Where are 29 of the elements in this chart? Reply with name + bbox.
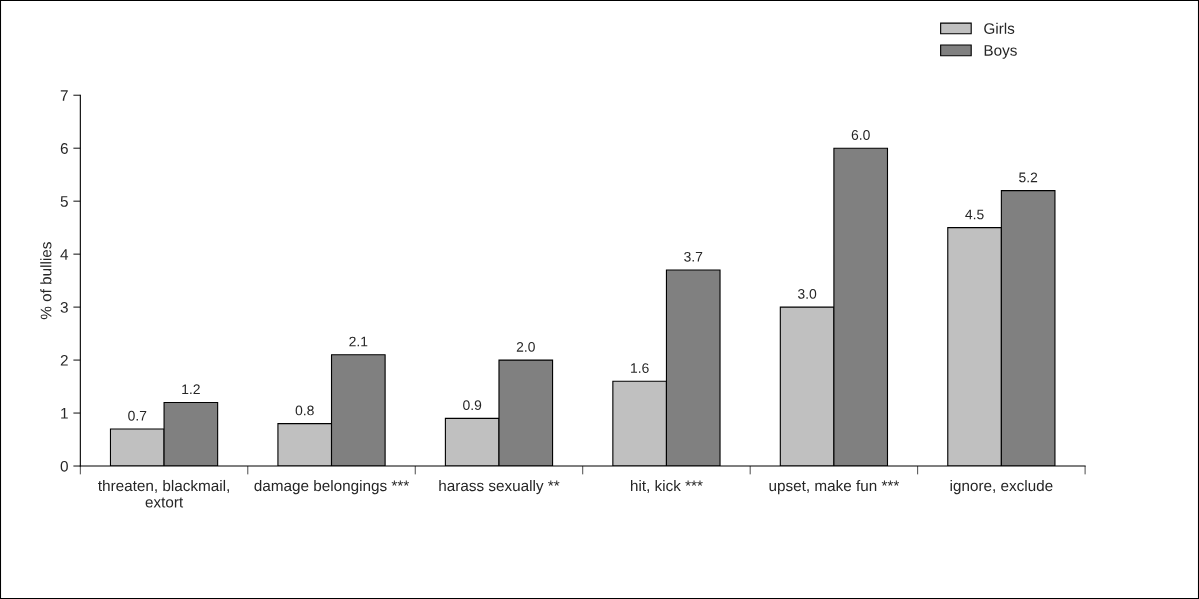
x-tick-label: upset, make fun ***	[769, 479, 900, 495]
legend-label: Girls	[984, 22, 1015, 34]
data-label: 1.2	[182, 384, 200, 395]
y-tick-label: 2	[60, 354, 68, 366]
x-tick-label: threaten, blackmail, extort	[98, 479, 229, 508]
y-tick-label: 5	[60, 196, 68, 207]
data-label: 2.1	[349, 336, 368, 347]
data-label: 1.6	[631, 363, 649, 373]
x-tick-label: harass sexually **	[439, 479, 560, 495]
y-axis-title: % of bullies	[40, 242, 52, 320]
legend-label: Boys	[984, 45, 1017, 59]
y-tick-label: 6	[60, 143, 68, 154]
data-label: 4.5	[965, 209, 984, 220]
data-label: 0.7	[128, 410, 147, 421]
x-tick-label: ignore, exclude	[950, 479, 1053, 495]
y-tick-label: 7	[60, 90, 68, 101]
y-tick-label: 3	[60, 301, 68, 313]
data-label: 2.0	[516, 341, 535, 352]
data-label: 3.7	[684, 251, 703, 262]
data-label: 0.9	[463, 400, 482, 411]
x-tick-label: damage belongings ***	[254, 479, 410, 495]
data-label: 6.0	[851, 130, 870, 140]
y-tick-label: 0	[60, 460, 68, 472]
data-label: 3.0	[797, 288, 817, 299]
data-label: 5.2	[1019, 172, 1038, 183]
y-tick-label: 1	[61, 408, 68, 419]
data-label: 0.8	[295, 405, 314, 416]
y-tick-label: 4	[60, 249, 69, 260]
x-tick-label: hit, kick ***	[630, 479, 703, 493]
